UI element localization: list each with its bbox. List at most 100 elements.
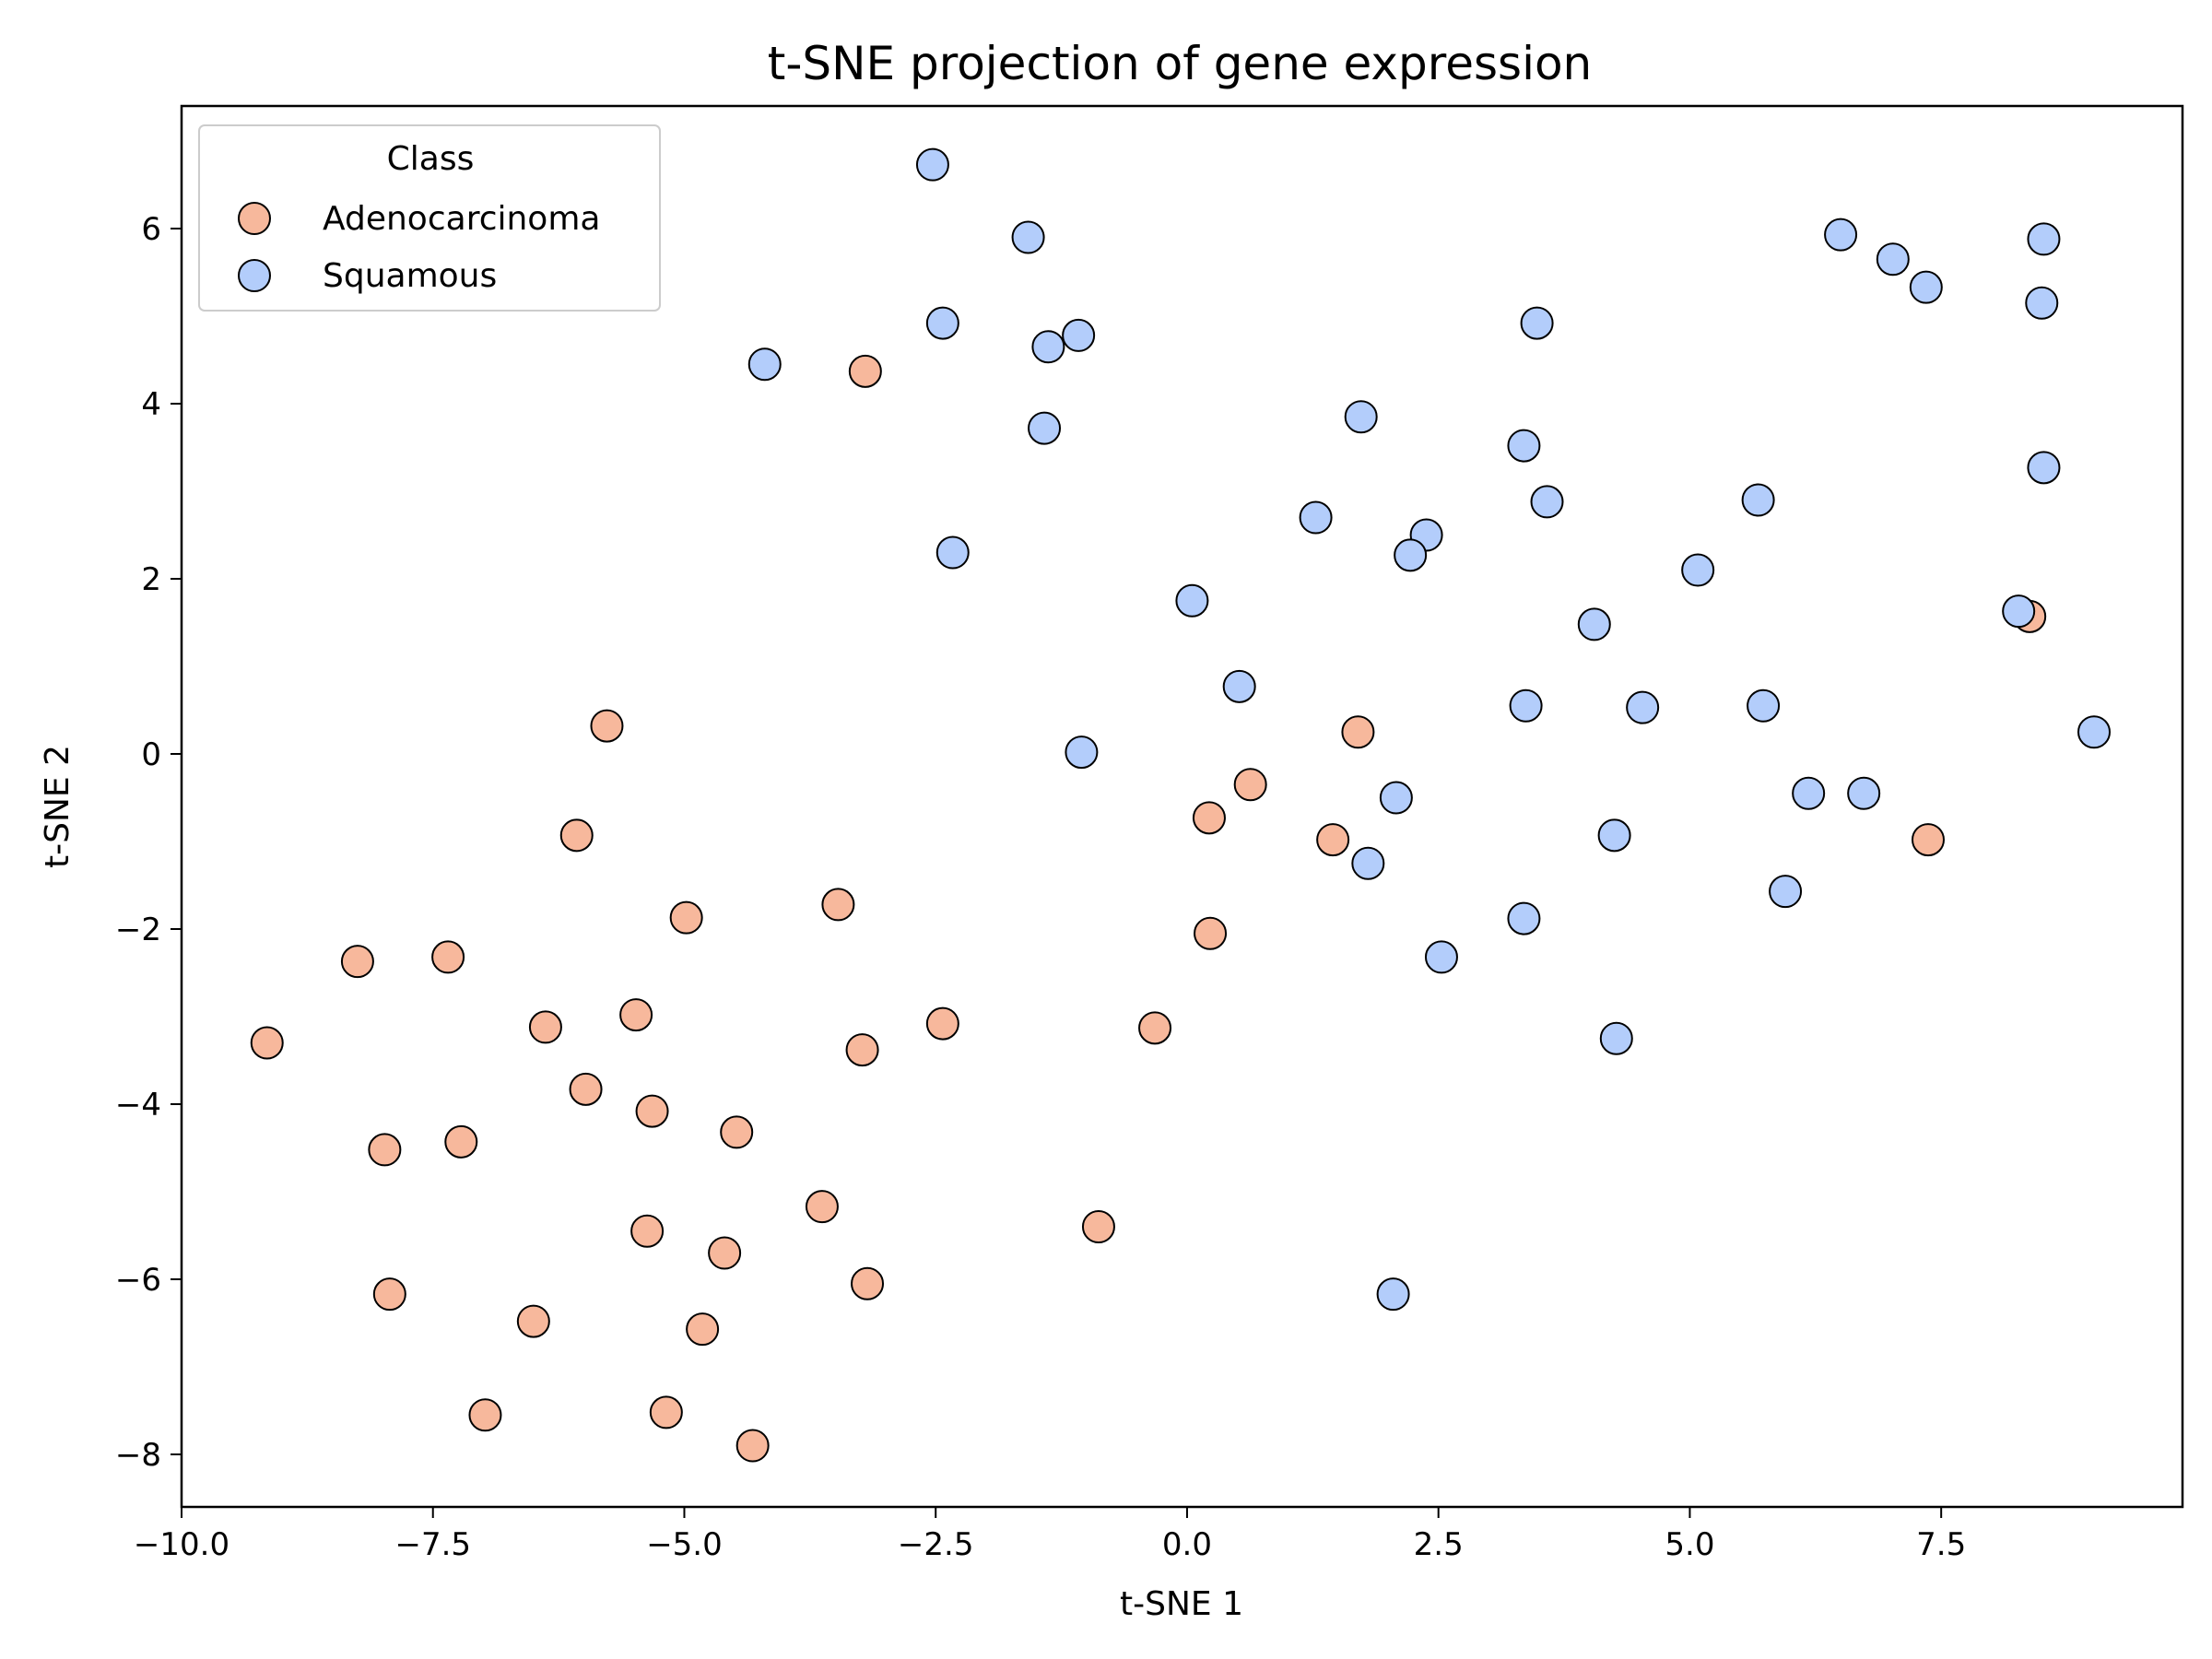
point-adenocarcinoma	[619, 998, 653, 1032]
x-tick-label: −10.0	[134, 1526, 229, 1563]
y-tick-label: −2	[115, 912, 161, 948]
point-squamous	[1577, 607, 1611, 641]
point-squamous	[915, 147, 949, 182]
point-squamous	[1747, 688, 1781, 723]
point-squamous	[1011, 220, 1045, 254]
legend-label-adenocarcinoma: Adenocarcinoma	[323, 200, 600, 238]
point-adenocarcinoma	[1138, 1011, 1172, 1045]
point-adenocarcinoma	[1081, 1210, 1115, 1243]
y-tick-label: 0	[141, 736, 161, 773]
point-squamous	[1599, 1021, 1633, 1055]
y-tick-label: −8	[115, 1437, 161, 1474]
chart-title: t-SNE projection of gene expression	[768, 37, 1593, 90]
x-tick-label: 5.0	[1665, 1526, 1714, 1563]
point-squamous	[1847, 776, 1881, 810]
point-adenocarcinoma	[708, 1236, 742, 1270]
point-adenocarcinoma	[559, 818, 594, 853]
point-squamous	[1175, 583, 1209, 618]
point-squamous	[1344, 400, 1378, 434]
y-tick-label: −4	[115, 1087, 161, 1124]
point-adenocarcinoma	[1316, 823, 1350, 857]
point-squamous	[1351, 846, 1385, 880]
point-adenocarcinoma	[848, 354, 882, 388]
point-squamous	[1379, 781, 1413, 815]
legend-marker-squamous	[238, 259, 271, 292]
point-adenocarcinoma	[649, 1395, 683, 1430]
point-squamous	[1065, 735, 1099, 770]
points-layer	[250, 147, 2111, 1463]
point-adenocarcinoma	[569, 1072, 603, 1106]
point-adenocarcinoma	[1341, 715, 1375, 749]
point-squamous	[1741, 483, 1775, 517]
point-adenocarcinoma	[516, 1304, 550, 1338]
point-adenocarcinoma	[635, 1094, 669, 1128]
x-axis-label: t-SNE 1	[1120, 1585, 1243, 1623]
axes-frame	[180, 104, 2184, 1509]
y-axis-ticks: −8 −6 −4 −2 0 2 4 6	[115, 211, 182, 1474]
point-adenocarcinoma	[821, 888, 855, 922]
point-squamous	[1681, 553, 1715, 587]
y-tick-label: 2	[141, 561, 161, 598]
point-adenocarcinoma	[250, 1026, 284, 1060]
point-squamous	[1824, 218, 1858, 252]
plot-area	[180, 104, 2184, 1509]
point-squamous	[1376, 1277, 1410, 1312]
legend: Class Adenocarcinoma Squamous	[198, 124, 661, 312]
y-tick-label: 4	[141, 386, 161, 423]
point-squamous	[1394, 538, 1428, 572]
point-squamous	[1062, 318, 1096, 352]
point-adenocarcinoma	[925, 1006, 959, 1041]
point-adenocarcinoma	[630, 1214, 665, 1248]
x-tick-label: 0.0	[1162, 1526, 1212, 1563]
point-adenocarcinoma	[845, 1033, 879, 1067]
point-squamous	[1509, 688, 1543, 723]
point-squamous	[1909, 270, 1943, 304]
point-squamous	[1792, 776, 1826, 810]
point-adenocarcinoma	[735, 1429, 770, 1463]
point-adenocarcinoma	[468, 1398, 502, 1432]
x-tick-label: 2.5	[1414, 1526, 1464, 1563]
point-adenocarcinoma	[805, 1190, 839, 1224]
point-squamous	[1424, 940, 1458, 974]
legend-marker-adenocarcinoma	[238, 202, 271, 235]
point-squamous	[1520, 306, 1554, 340]
point-squamous	[1626, 690, 1660, 724]
point-squamous	[935, 535, 970, 570]
y-tick-label: 6	[141, 211, 161, 248]
point-squamous	[1028, 411, 1062, 445]
x-tick-label: −7.5	[394, 1526, 471, 1563]
point-adenocarcinoma	[851, 1266, 885, 1300]
y-axis-label: t-SNE 2	[39, 745, 76, 868]
point-squamous	[925, 306, 959, 340]
point-squamous	[2027, 451, 2061, 485]
point-adenocarcinoma	[444, 1124, 478, 1159]
point-squamous	[2002, 594, 2036, 629]
point-adenocarcinoma	[528, 1010, 562, 1044]
point-squamous	[2027, 222, 2061, 256]
x-tick-label: −5.0	[646, 1526, 723, 1563]
point-adenocarcinoma	[431, 940, 465, 974]
legend-title: Class	[387, 140, 475, 178]
point-adenocarcinoma	[340, 945, 374, 979]
point-squamous	[1597, 818, 1631, 853]
point-squamous	[747, 347, 782, 382]
point-adenocarcinoma	[669, 900, 703, 935]
x-axis-ticks: −10.0 −7.5 −5.0 −2.5 0.0 2.5 5.0 7.5	[134, 1507, 1966, 1563]
point-adenocarcinoma	[372, 1277, 406, 1312]
point-squamous	[1222, 669, 1256, 703]
y-tick-label: −6	[115, 1262, 161, 1299]
point-squamous	[1530, 485, 1564, 519]
point-adenocarcinoma	[590, 709, 624, 743]
point-squamous	[1876, 242, 1910, 276]
legend-label-squamous: Squamous	[323, 257, 497, 295]
point-squamous	[1299, 500, 1333, 535]
legend-box	[198, 124, 661, 312]
point-squamous	[2025, 286, 2059, 320]
point-squamous	[2077, 715, 2111, 749]
point-adenocarcinoma	[1192, 801, 1226, 835]
point-adenocarcinoma	[1233, 768, 1267, 802]
point-squamous	[1769, 875, 1803, 909]
point-adenocarcinoma	[1194, 916, 1228, 950]
point-adenocarcinoma	[1911, 823, 1945, 857]
